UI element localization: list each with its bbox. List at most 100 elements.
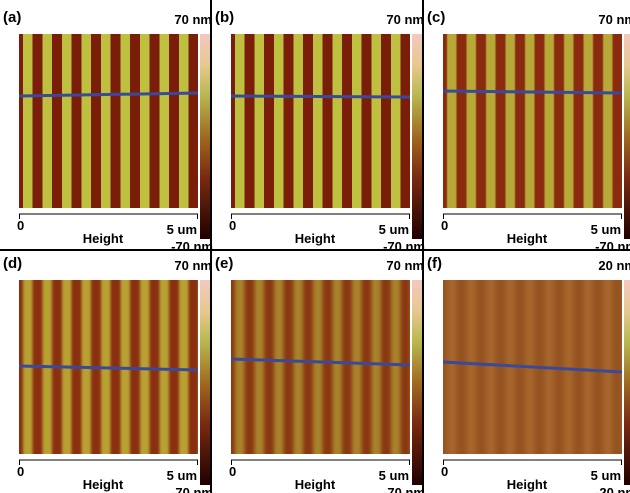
stripes <box>23 34 189 208</box>
stripe <box>505 280 515 454</box>
colorbar <box>200 34 212 239</box>
stripe <box>293 34 303 208</box>
x-start: 0 <box>17 464 24 479</box>
stripe <box>254 34 264 208</box>
axis-label: Height <box>83 477 124 492</box>
stripe <box>62 280 72 454</box>
x-start: 0 <box>441 464 448 479</box>
stripe <box>564 280 574 454</box>
stripe <box>505 34 515 208</box>
stripe <box>254 280 264 454</box>
x-end: 5 um <box>591 468 621 483</box>
panel-label: (b) <box>215 9 234 26</box>
stripe <box>525 34 535 208</box>
x-end: 5 um <box>167 222 197 237</box>
scale-max: 20 nm <box>598 258 630 273</box>
scale-min: -70 nm <box>383 239 425 254</box>
panel: (a) 70 nm 0 5 um Height -70 nm <box>3 9 213 254</box>
stripe <box>371 280 381 454</box>
stripe <box>235 34 245 208</box>
panel: (f) 20 nm 0 5 um Height -20 nm <box>427 255 630 493</box>
stripe <box>42 34 52 208</box>
panel-label: (e) <box>215 255 233 272</box>
stripe <box>544 34 554 208</box>
x-start: 0 <box>441 218 448 233</box>
panel-label: (f) <box>427 255 442 272</box>
x-end: 5 um <box>167 468 197 483</box>
axis-label: Height <box>295 231 336 246</box>
stripe <box>486 280 496 454</box>
scale-min: -70 nm <box>595 239 630 254</box>
axis-label: Height <box>83 231 124 246</box>
x-end: 5 um <box>379 222 409 237</box>
scale-max: 70 nm <box>386 12 424 27</box>
stripe <box>603 34 613 208</box>
stripe <box>352 280 362 454</box>
stripes <box>235 280 401 454</box>
scale-max: 70 nm <box>598 12 630 27</box>
x-end: 5 um <box>379 468 409 483</box>
x-start: 0 <box>229 218 236 233</box>
panel: (b) 70 nm 0 5 um Height -70 nm <box>215 9 425 254</box>
stripe <box>42 280 52 454</box>
stripe <box>274 34 284 208</box>
stripe <box>352 34 362 208</box>
stripe <box>466 34 476 208</box>
stripe <box>371 34 381 208</box>
stripe <box>62 34 72 208</box>
colorbar <box>412 280 424 485</box>
panel-label: (d) <box>3 255 22 272</box>
scale-max: 70 nm <box>174 12 212 27</box>
stripe <box>81 34 91 208</box>
scale-min: -20 nm <box>595 485 630 493</box>
profile-line <box>18 91 199 98</box>
panel: (c) 70 nm 0 5 um Height -70 nm <box>427 9 630 254</box>
stripe <box>159 280 169 454</box>
stripe <box>313 280 323 454</box>
stripe <box>140 280 150 454</box>
profile-line <box>442 89 623 95</box>
scale-min: -70 nm <box>171 239 213 254</box>
stripe <box>525 280 535 454</box>
scale-max: 70 nm <box>386 258 424 273</box>
stripe <box>583 280 593 454</box>
stripe <box>140 34 150 208</box>
stripe <box>159 34 169 208</box>
scale-max: 70 nm <box>174 258 212 273</box>
scale-min: -70 nm <box>171 485 213 493</box>
stripe <box>447 280 457 454</box>
scale-min: -70 nm <box>383 485 425 493</box>
stripe <box>23 280 33 454</box>
x-start: 0 <box>229 464 236 479</box>
profile-line <box>442 360 623 374</box>
stripe <box>101 34 111 208</box>
stripe <box>564 34 574 208</box>
panel: (e) 70 nm 0 5 um Height -70 nm <box>215 255 425 493</box>
colorbar <box>624 34 630 239</box>
stripe <box>120 34 130 208</box>
colorbar <box>624 280 630 485</box>
profile-line <box>230 357 411 367</box>
stripes <box>235 34 401 208</box>
stripe <box>466 280 476 454</box>
stripe <box>447 34 457 208</box>
stripe <box>332 34 342 208</box>
panel-label: (c) <box>427 9 445 26</box>
colorbar <box>200 280 212 485</box>
stripe <box>235 280 245 454</box>
stripe <box>391 34 401 208</box>
stripes <box>447 34 613 208</box>
stripe <box>293 280 303 454</box>
panel-label: (a) <box>3 9 21 26</box>
profile-line <box>230 94 411 99</box>
stripe <box>179 34 189 208</box>
x-end: 5 um <box>591 222 621 237</box>
axis-label: Height <box>507 477 548 492</box>
stripe <box>391 280 401 454</box>
x-start: 0 <box>17 218 24 233</box>
profile-line <box>18 364 199 372</box>
stripe <box>313 34 323 208</box>
panel: (d) 70 nm 0 5 um Height -70 nm <box>3 255 213 493</box>
stripe <box>486 34 496 208</box>
